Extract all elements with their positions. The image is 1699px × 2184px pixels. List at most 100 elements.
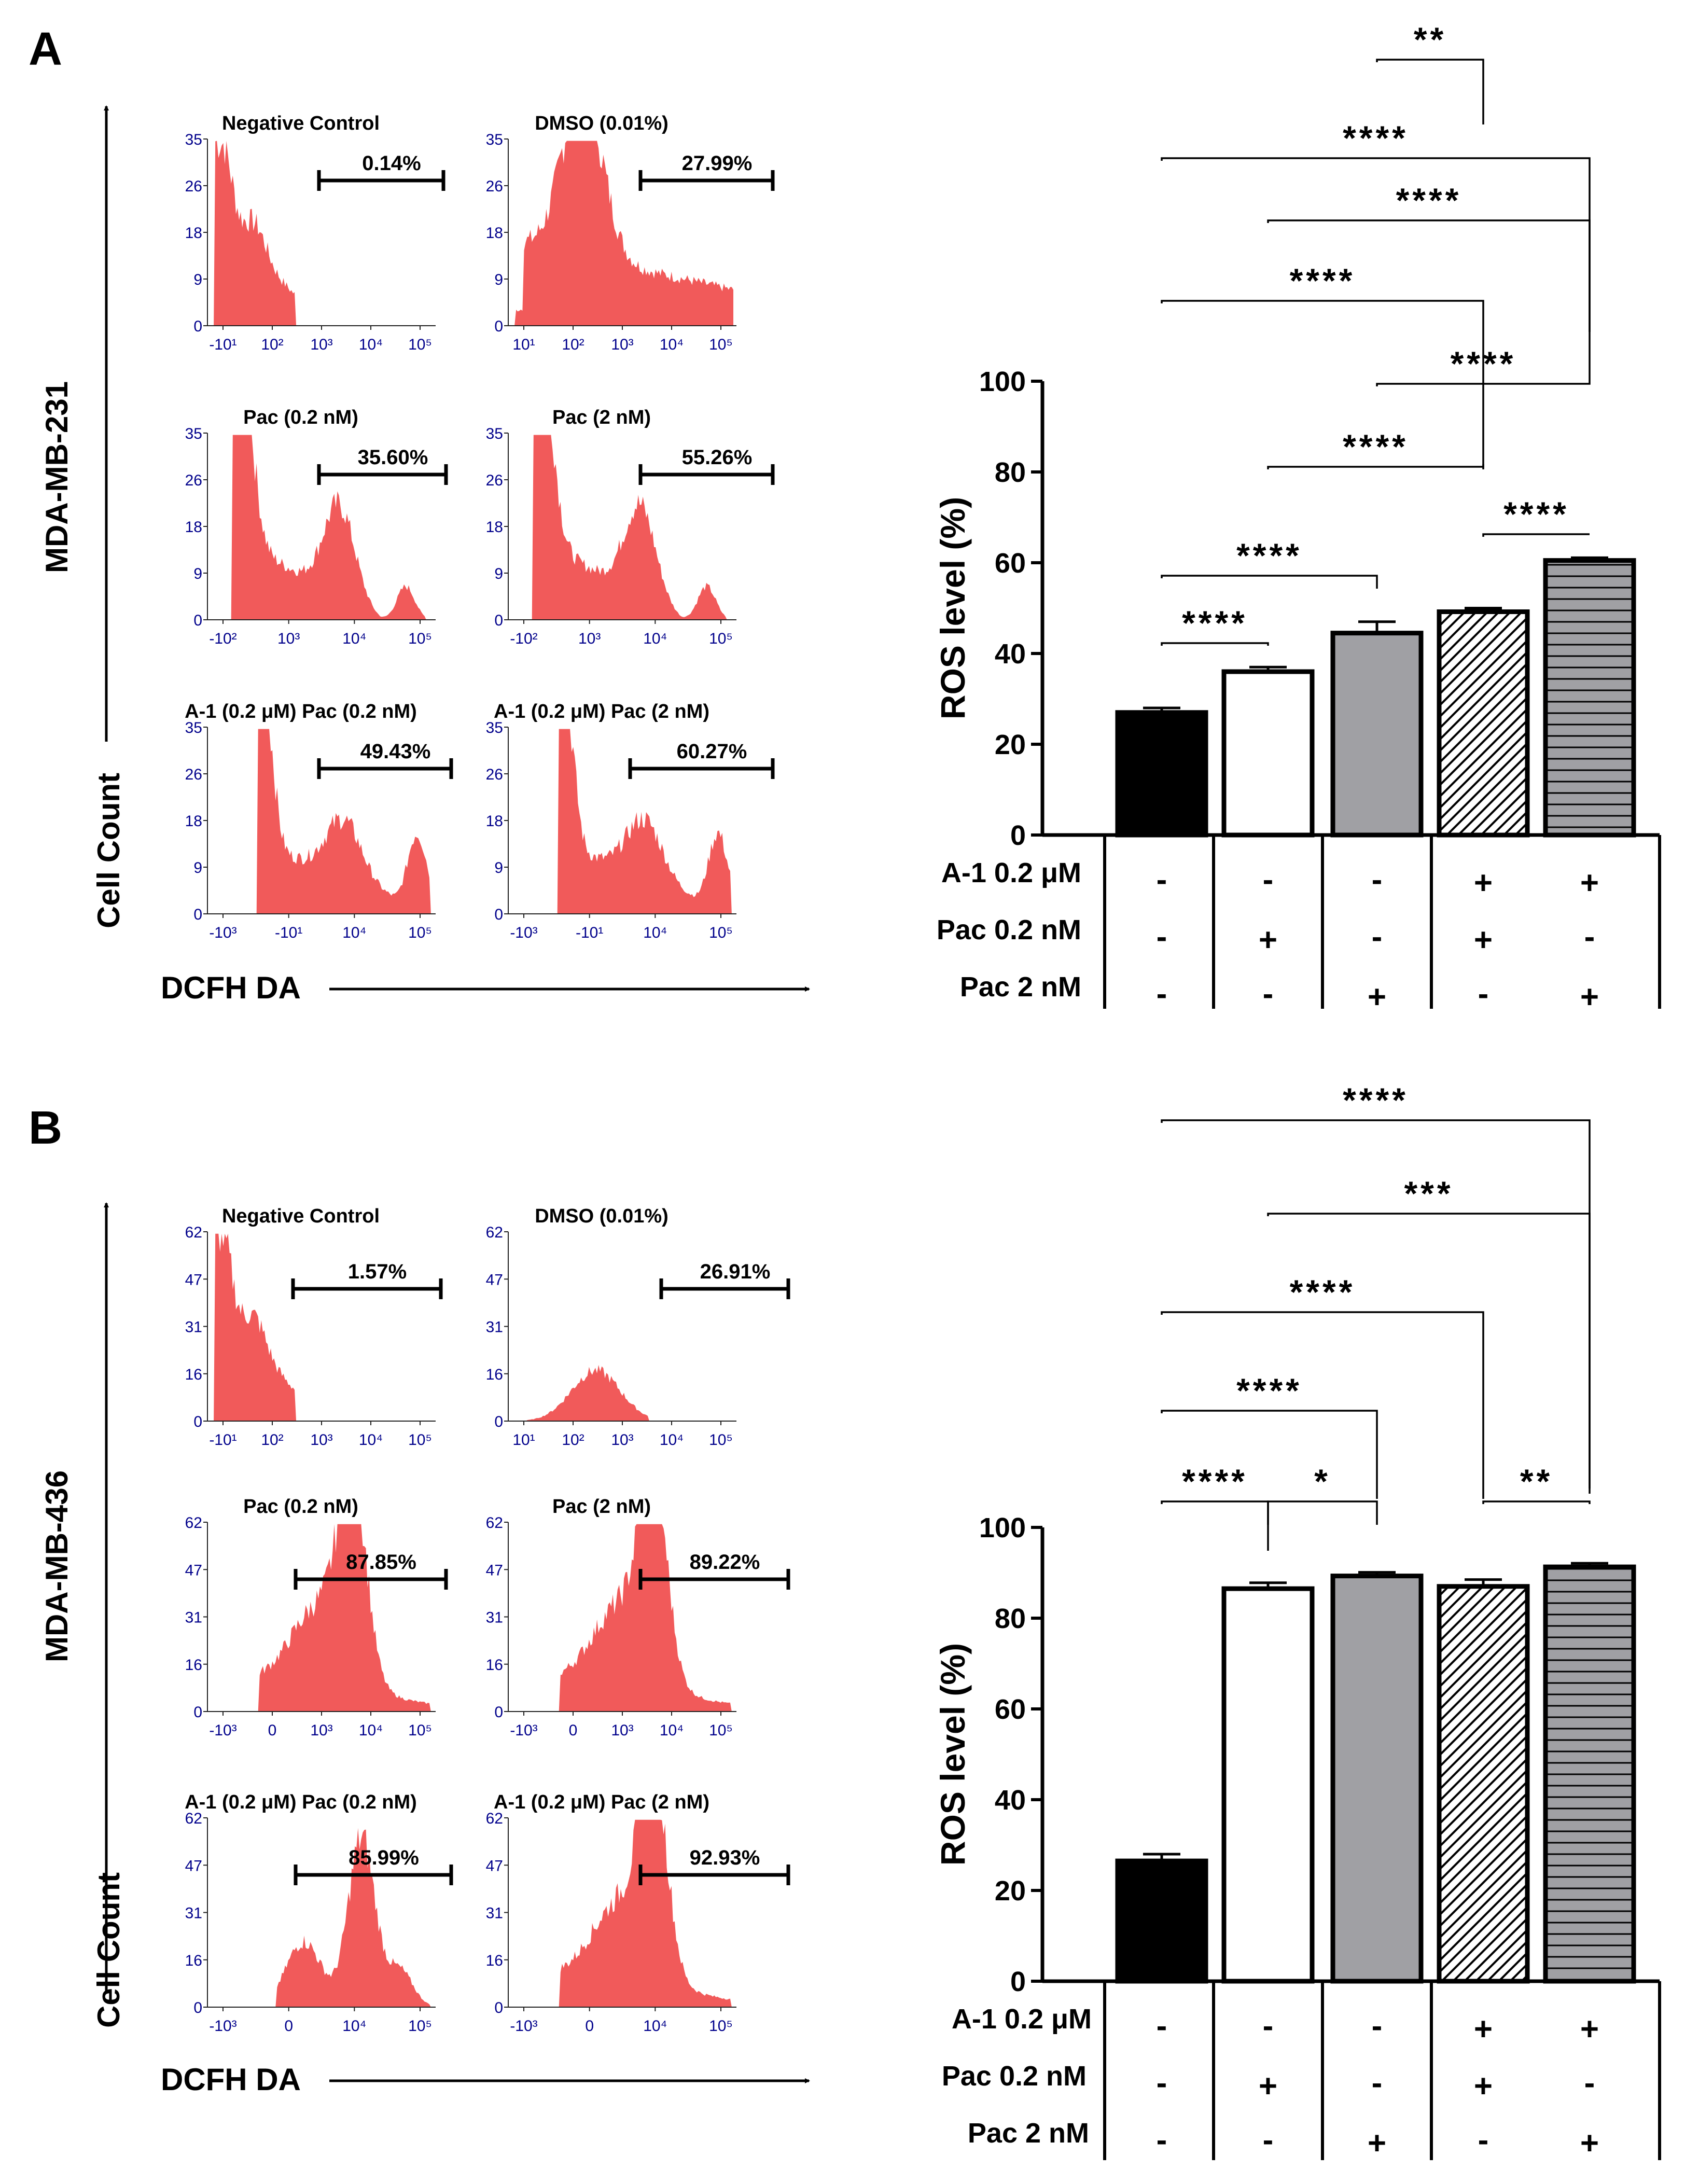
significance-stars: **** xyxy=(1236,1371,1302,1410)
histogram-fill xyxy=(211,141,433,326)
table-cell: - xyxy=(1263,862,1274,898)
table-cell: - xyxy=(1157,2008,1167,2044)
histogram-1: Negative Control 0 16 31 47 62 -10¹ 10² 10³ 10⁴ 10… xyxy=(185,1205,443,1449)
y-tick-label: 100 xyxy=(979,366,1026,397)
y-tick-label: 9 xyxy=(494,859,503,877)
histogram-title: DMSO (0.01%) xyxy=(535,113,669,134)
table-cell: - xyxy=(1372,2065,1383,2101)
y-tick-label: 9 xyxy=(193,859,202,877)
significance-bracket: **** xyxy=(1161,1081,1591,1489)
x-tick-label: -10¹ xyxy=(209,336,236,353)
significance-stars: **** xyxy=(1343,119,1409,157)
table-row-label: Pac 0.2 nM xyxy=(937,914,1081,945)
bar-4 xyxy=(1437,609,1530,838)
y-tick-label: 35 xyxy=(185,425,202,442)
significance-bracket: **** xyxy=(1161,119,1591,332)
significance-stars: **** xyxy=(1182,604,1248,642)
dcfh-label: DCFH DA xyxy=(161,970,301,1005)
x-tick-label: 10³ xyxy=(611,1431,633,1449)
x-tick-label: -10² xyxy=(510,630,537,647)
y-tick-label: 47 xyxy=(486,1857,503,1874)
gate-percent: 27.99% xyxy=(682,152,753,175)
significance-bracket: ** xyxy=(1482,1462,1591,1504)
bracket-line xyxy=(1267,1213,1591,1494)
significance-bracket: **** xyxy=(1161,1371,1378,1499)
y-tick-label: 16 xyxy=(185,1366,202,1383)
x-tick-label: 10⁵ xyxy=(408,1431,432,1449)
gate-percent: 1.57% xyxy=(348,1260,407,1283)
significance-bracket: **** xyxy=(1161,1273,1484,1499)
y-tick-label: 35 xyxy=(486,719,503,736)
y-tick-label: 40 xyxy=(995,638,1026,670)
table-cell: + xyxy=(1368,979,1386,1015)
bracket-line xyxy=(1161,157,1591,332)
x-tick-label: 10⁴ xyxy=(342,924,366,941)
x-tick-label: 10⁴ xyxy=(643,2018,667,2035)
y-tick-label: 18 xyxy=(185,813,202,830)
y-tick-label: 60 xyxy=(995,548,1026,579)
y-tick-label: 31 xyxy=(185,1609,202,1626)
x-tick-label: 0 xyxy=(569,1722,578,1739)
y-tick-label: 31 xyxy=(185,1319,202,1336)
gate-percent: 60.27% xyxy=(677,740,747,763)
bar-2 xyxy=(1221,669,1315,838)
y-tick-label: 26 xyxy=(185,766,202,783)
table-row-label: A-1 0.2 μM xyxy=(952,2004,1092,2035)
table-cell: - xyxy=(1584,919,1595,955)
y-tick-label: 20 xyxy=(995,1875,1026,1907)
y-tick-label: 26 xyxy=(185,178,202,195)
histogram-title: Pac (2 nM) xyxy=(552,1496,651,1518)
y-tick-label: 0 xyxy=(1010,1966,1026,1997)
gate-percent: 35.60% xyxy=(358,446,428,469)
histogram-4: Pac (2 nM) 0 9 18 26 35 -10² 10³ 10⁴ 10⁵ 55.26% xyxy=(486,407,775,647)
bracket-line xyxy=(1161,1410,1378,1499)
significance-stars: ** xyxy=(1520,1462,1553,1500)
significance-bracket: * xyxy=(1267,1462,1378,1525)
x-tick-label: 10² xyxy=(261,336,283,353)
y-tick-label: 35 xyxy=(486,131,503,148)
y-axis-label: ROS level (%) xyxy=(934,497,972,719)
table-cell: + xyxy=(1580,979,1599,1015)
significance-stars: **** xyxy=(1343,1081,1409,1119)
table-row-label: Pac 2 nM xyxy=(960,971,1081,1003)
gate-percent: 0.14% xyxy=(362,152,421,175)
cell-line-label: MDA-MB-231 xyxy=(39,381,74,573)
y-tick-label: 26 xyxy=(486,178,503,195)
significance-stars: ** xyxy=(1414,20,1446,59)
table-cell: + xyxy=(1259,2068,1277,2104)
y-tick-label: 26 xyxy=(486,766,503,783)
y-tick-label: 31 xyxy=(486,1609,503,1626)
significance-stars: **** xyxy=(1503,495,1569,533)
histogram-2: DMSO (0.01%) 0 9 18 26 35 10¹ 10² 10³ 10⁴ 10⁵ 27.99… xyxy=(486,113,775,353)
y-tick-label: 16 xyxy=(185,1657,202,1674)
histogram-5: A-1 (0.2 μM) Pac (0.2 nM) 0 9 18 26 35 -10³ -10… xyxy=(185,701,453,941)
panel-label: B xyxy=(29,1102,62,1154)
histogram-fill xyxy=(511,729,733,914)
significance-stars: **** xyxy=(1236,536,1302,575)
table-cell: - xyxy=(1263,2122,1274,2158)
table-cell: + xyxy=(1474,865,1493,901)
bracket-line xyxy=(1161,1119,1591,1489)
histogram-fill xyxy=(211,729,433,914)
x-tick-label: 10³ xyxy=(611,336,633,353)
x-tick-label: 10⁵ xyxy=(709,1722,733,1739)
y-axis-label: ROS level (%) xyxy=(934,1643,972,1866)
significance-bracket: *** xyxy=(1267,1174,1591,1494)
x-tick-label: 10⁵ xyxy=(709,1431,733,1449)
table-cell: - xyxy=(1157,2065,1167,2101)
x-tick-label: 0 xyxy=(284,2018,293,2035)
x-tick-label: 10⁴ xyxy=(660,1431,684,1449)
table-cell: - xyxy=(1157,2122,1167,2158)
bracket-line xyxy=(1482,1500,1591,1504)
x-tick-label: 10¹ xyxy=(512,336,535,353)
table-cell: - xyxy=(1478,2122,1489,2158)
histogram-6: A-1 (0.2 μM) Pac (2 nM) 0 16 31 47 62 -10³ 0 10⁴… xyxy=(486,1791,790,2035)
y-tick-label: 16 xyxy=(486,1657,503,1674)
y-tick-label: 0 xyxy=(193,1413,202,1430)
bracket-line xyxy=(1161,1500,1269,1551)
x-tick-label: 10⁵ xyxy=(408,1722,432,1739)
y-tick-label: 35 xyxy=(486,425,503,442)
x-tick-label: 10³ xyxy=(611,1722,633,1739)
histogram-title: A-1 (0.2 μM) Pac (2 nM) xyxy=(494,1791,709,1813)
